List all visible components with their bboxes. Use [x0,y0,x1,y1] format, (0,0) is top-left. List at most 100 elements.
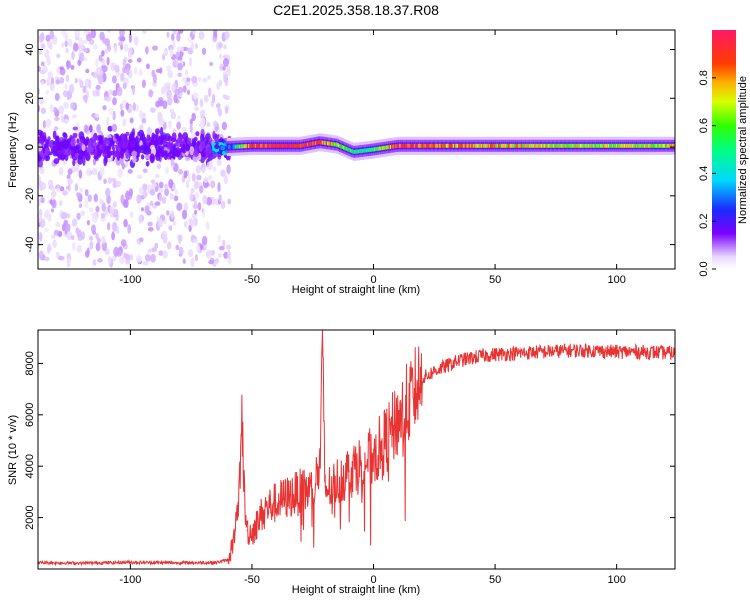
noise-blob [146,127,152,136]
noise-blob [142,183,148,191]
noise-blob [123,199,129,209]
noise-blob [176,121,182,130]
noise-blob [226,164,231,174]
noise-blob [190,41,194,52]
noise-blob [74,43,79,51]
noise-blob [158,118,165,126]
noise-blob [164,183,168,190]
ridge-core [296,143,299,148]
ridge-core [244,144,246,149]
noise-blob [189,125,193,133]
snr-point [470,357,472,359]
ridge-core [561,143,563,148]
noise-blob [194,43,198,49]
noise-blob [76,228,82,236]
noise-blob [161,230,168,239]
ridge-core [595,143,598,148]
ridge-core [495,143,498,148]
ridge-core [444,143,447,148]
noise-blob [79,52,85,62]
noise-blob [112,110,116,121]
noise-blob [106,222,111,231]
noise-blob [72,132,78,138]
ridge-core [642,143,645,148]
noise-blob [38,159,43,168]
noise-blob [97,75,104,85]
ridge-core [586,143,589,148]
noise-blob [39,34,43,44]
noise-blob [161,196,167,204]
noise-blob [103,178,107,184]
noise-blob [72,126,79,131]
ridge-core [305,142,308,147]
ridge-core [329,141,332,146]
ridge-core [404,143,407,148]
ridge-core [611,143,614,148]
noise-blob [227,198,231,205]
ridge-core [668,143,670,148]
ridge-core [597,143,599,148]
noise-blob [205,133,211,141]
noise-blob [191,112,196,122]
ridge-core [230,144,233,149]
colorbar-label: Normalized spectral amplitude [737,76,749,224]
ridge-core [666,143,669,148]
snr-point [251,532,253,534]
noise-blob [127,47,133,55]
ridge-core [229,144,232,149]
noise-blob [150,179,156,184]
snr-point [397,419,399,421]
ridge-core [591,143,594,148]
ridge-core [233,144,236,149]
ridge-core [635,143,638,148]
snr-frame [37,329,676,570]
snr-point [287,496,289,498]
snr-point [300,491,302,493]
noise-blob [39,50,42,55]
ridge-core [351,149,353,154]
ridge-core [478,143,480,148]
noise-blob [95,58,99,67]
ridge-core [434,143,436,148]
noise-blob [63,101,69,109]
ridge-core [518,143,521,148]
noise-blob [101,235,106,244]
noise-blob [95,232,99,240]
noise-cloud [38,30,250,268]
noise-blob [164,188,170,197]
ridge-core [549,143,551,148]
ridge-core [236,144,238,149]
noise-blob [148,89,153,98]
spectrogram-frame [37,29,676,270]
ridge-core [242,144,245,149]
noise-blob [56,145,62,151]
ridge-core [647,143,650,148]
noise-blob [71,218,78,227]
noise-blob [88,235,94,241]
noise-blob [140,154,145,160]
noise-blob [218,194,222,202]
ridge-core [472,143,475,148]
transition-blob [214,144,220,150]
ridge-core [669,143,672,148]
noise-blob [86,33,92,42]
noise-blob [170,210,175,220]
noise-blob [119,103,123,110]
noise-blob [192,238,199,243]
noise-blob [111,75,117,84]
y-tick-label: 20 [24,92,36,104]
noise-blob [203,244,207,249]
noise-blob [120,44,124,50]
ridge-core [490,143,492,148]
ridge-core [344,146,347,151]
ridge-core [286,143,289,148]
noise-blob [127,224,132,234]
ridge-core [460,143,463,148]
ridge-core [575,143,578,148]
ridge-core [558,143,561,148]
ridge-core [241,144,244,149]
noise-blob [163,48,168,55]
noise-blob [99,131,104,137]
noise-blob [129,211,134,219]
ridge-core [516,143,519,148]
